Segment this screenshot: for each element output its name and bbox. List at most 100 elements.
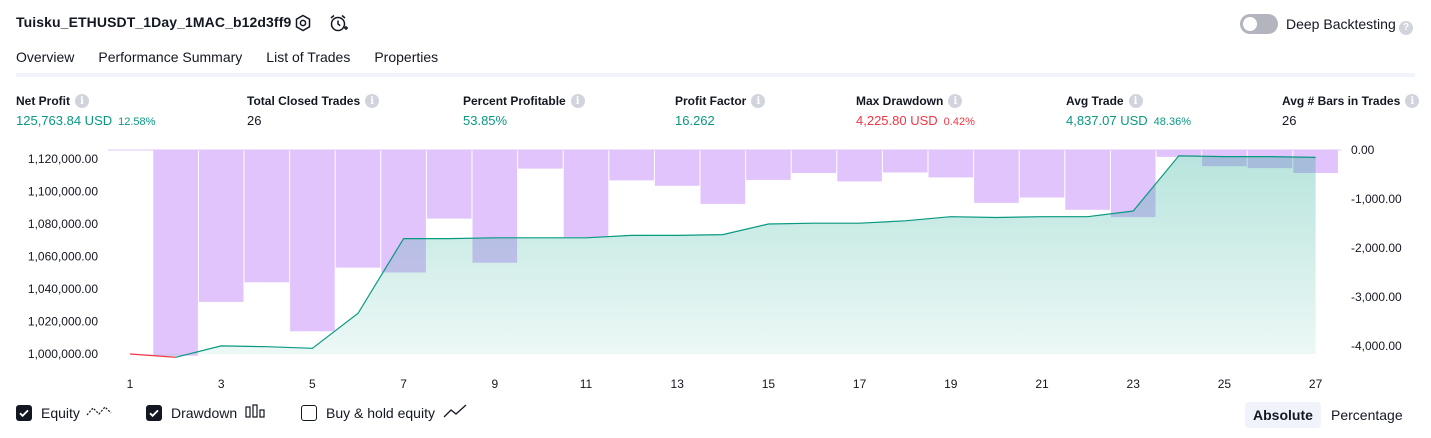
- equity-tick-label: 1,060,000.00: [28, 250, 98, 264]
- metric-value: 53.85%: [463, 113, 507, 128]
- metric-avg-bars-in-trades: Avg # Bars in Trades i 26: [1282, 94, 1419, 128]
- drawdown-tick-label: 0.00: [1351, 143, 1375, 157]
- x-tick-label: 9: [491, 377, 498, 391]
- tab-properties[interactable]: Properties: [374, 49, 438, 75]
- absolute-mode-button[interactable]: Absolute: [1245, 402, 1321, 428]
- x-tick-label: 5: [309, 377, 316, 391]
- equity-axis: 1,120,000.00 1,100,000.00 1,080,000.00 1,06…: [28, 152, 98, 361]
- metric-value: 26: [247, 113, 261, 128]
- x-tick-label: 15: [762, 377, 776, 391]
- metric-value: 4,837.07 USD: [1066, 113, 1148, 128]
- drawdown-bar: [153, 150, 198, 356]
- x-tick-label: 17: [853, 377, 867, 391]
- metric-value: 26: [1282, 113, 1296, 128]
- drawdown-bar: [609, 150, 654, 180]
- drawdown-tick-label: -2,000.00: [1351, 241, 1402, 255]
- drawdown-axis: 0.00 -1,000.00 -2,000.00 -3,000.00 -4,000.00: [1351, 143, 1402, 353]
- metric-label: Net Profit: [16, 94, 70, 108]
- info-icon[interactable]: i: [1129, 94, 1143, 108]
- drawdown-tick-label: -3,000.00: [1351, 290, 1402, 304]
- metric-avg-trade: Avg Trade i 4,837.07 USD 48.36%: [1066, 94, 1191, 128]
- tab-overview[interactable]: Overview: [16, 49, 74, 75]
- metric-label: Total Closed Trades: [247, 94, 360, 108]
- metric-total-closed-trades: Total Closed Trades i 26: [247, 94, 379, 128]
- equity-drawdown-chart[interactable]: 1,120,000.00 1,100,000.00 1,080,000.00 1,06…: [0, 140, 1431, 395]
- toggle-knob: [1243, 17, 1257, 31]
- line-chart-icon: [443, 404, 467, 421]
- drawdown-bar: [199, 150, 244, 302]
- equity-tick-label: 1,100,000.00: [28, 185, 98, 199]
- x-tick-label: 23: [1127, 377, 1141, 391]
- help-glyph: ?: [1399, 21, 1413, 35]
- info-icon[interactable]: i: [365, 94, 379, 108]
- bar-chart-icon: [245, 404, 267, 421]
- x-axis: 1 3 5 7 9 11 13 15 17 19 21 23 25 27: [127, 377, 1323, 391]
- metric-label: Max Drawdown: [856, 94, 943, 108]
- drawdown-bar: [746, 150, 791, 180]
- metric-label: Profit Factor: [675, 94, 746, 108]
- percentage-mode-button[interactable]: Percentage: [1323, 402, 1411, 428]
- info-icon[interactable]: i: [571, 94, 585, 108]
- tab-bar: Overview Performance Summary List of Tra…: [16, 49, 462, 75]
- strategy-title: Tuisku_ETHUSDT_1Day_1MAC_b12d3ff9: [16, 14, 291, 30]
- legend-equity-label: Equity: [41, 405, 80, 421]
- equity-checkbox[interactable]: [16, 405, 32, 421]
- x-tick-label: 21: [1035, 377, 1049, 391]
- tab-performance-summary[interactable]: Performance Summary: [98, 49, 242, 75]
- buy-hold-checkbox[interactable]: [301, 405, 317, 421]
- equity-tick-label: 1,000,000.00: [28, 347, 98, 361]
- drawdown-bar: [564, 150, 609, 237]
- drawdown-bar: [929, 150, 974, 177]
- x-tick-label: 7: [400, 377, 407, 391]
- settings-gear-icon[interactable]: [293, 13, 313, 33]
- tab-divider: [16, 73, 1415, 77]
- legend-buy-hold[interactable]: Buy & hold equity: [301, 404, 467, 421]
- equity-tick-label: 1,120,000.00: [28, 152, 98, 166]
- info-icon[interactable]: i: [751, 94, 765, 108]
- drawdown-bar: [883, 150, 928, 173]
- drawdown-bar: [427, 150, 472, 219]
- x-tick-label: 1: [127, 377, 134, 391]
- drawdown-bar: [1020, 150, 1065, 198]
- equity-tick-label: 1,080,000.00: [28, 217, 98, 231]
- deep-backtesting-label: Deep Backtesting: [1286, 16, 1396, 32]
- metric-percent: 48.36%: [1154, 116, 1191, 128]
- drawdown-bar: [518, 150, 563, 169]
- x-tick-label: 3: [218, 377, 225, 391]
- help-icon[interactable]: ?: [1399, 17, 1413, 35]
- drawdown-bar: [837, 150, 882, 181]
- info-icon[interactable]: i: [1405, 94, 1419, 108]
- x-tick-label: 19: [944, 377, 958, 391]
- metric-percent: 12.58%: [118, 116, 155, 128]
- metric-value: 125,763.84 USD: [16, 113, 112, 128]
- equity-tick-label: 1,040,000.00: [28, 282, 98, 296]
- equity-tick-label: 1,020,000.00: [28, 315, 98, 329]
- metric-value: 4,225.80 USD: [856, 113, 938, 128]
- drawdown-tick-label: -1,000.00: [1351, 192, 1402, 206]
- drawdown-checkbox[interactable]: [146, 405, 162, 421]
- metric-percent: 0.42%: [944, 116, 975, 128]
- info-icon[interactable]: i: [948, 94, 962, 108]
- metric-net-profit: Net Profit i 125,763.84 USD 12.58%: [16, 94, 155, 128]
- legend-drawdown[interactable]: Drawdown: [146, 404, 267, 421]
- info-icon[interactable]: i: [75, 94, 89, 108]
- metric-label: Percent Profitable: [463, 94, 566, 108]
- drawdown-bar: [336, 150, 381, 268]
- deep-backtesting-toggle[interactable]: [1240, 14, 1278, 34]
- drawdown-bar: [792, 150, 837, 173]
- x-tick-label: 11: [580, 377, 593, 391]
- metric-max-drawdown: Max Drawdown i 4,225.80 USD 0.42%: [856, 94, 975, 128]
- metric-label: Avg Trade: [1066, 94, 1124, 108]
- alarm-clock-add-icon[interactable]: [328, 13, 348, 33]
- drawdown-bar: [655, 150, 700, 186]
- x-tick-label: 13: [671, 377, 685, 391]
- tab-list-of-trades[interactable]: List of Trades: [266, 49, 350, 75]
- metric-label: Avg # Bars in Trades: [1282, 94, 1400, 108]
- drawdown-tick-label: -4,000.00: [1351, 339, 1402, 353]
- drawdown-bar: [701, 150, 746, 204]
- legend-equity[interactable]: Equity: [16, 404, 112, 421]
- drawdown-bar: [290, 150, 335, 331]
- x-tick-label: 25: [1218, 377, 1232, 391]
- metric-value: 16.262: [675, 113, 715, 128]
- drawdown-bar: [245, 150, 290, 282]
